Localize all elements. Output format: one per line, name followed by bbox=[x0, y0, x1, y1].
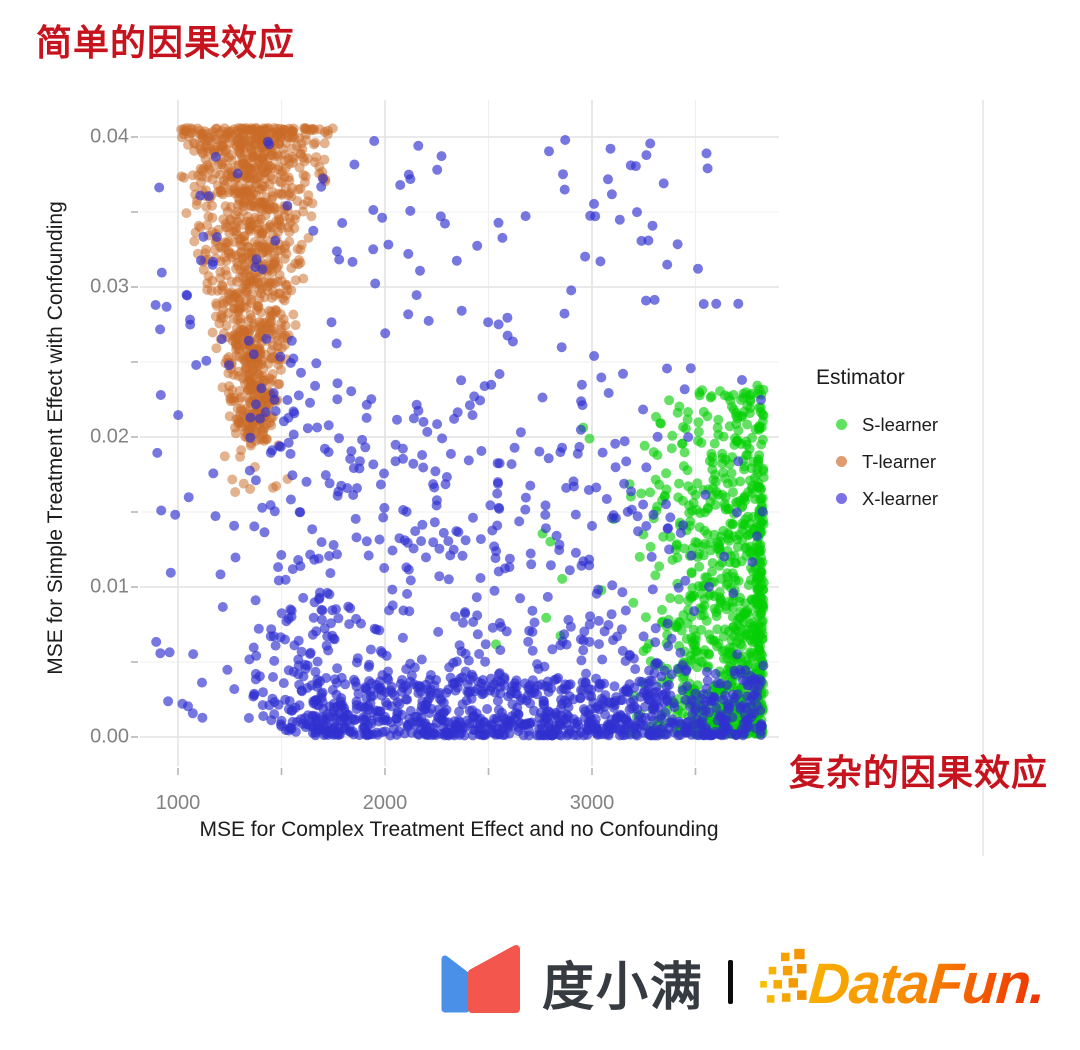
scatter-canvas bbox=[131, 100, 779, 775]
duxiaoman-logo-icon bbox=[441, 945, 520, 1013]
legend-title: Estimator bbox=[816, 366, 905, 389]
x-tick-label: 2000 bbox=[362, 792, 408, 814]
scatter-points bbox=[150, 123, 769, 741]
y-tick-label: 0.03 bbox=[90, 275, 129, 298]
duxiaoman-wordmark: 度小满 bbox=[542, 958, 705, 1017]
y-axis-title: MSE for Simple Treatment Effect with Con… bbox=[44, 201, 67, 675]
annotation-complex-effect: 复杂的因果效应 bbox=[789, 752, 1049, 793]
legend-label: S-learner bbox=[862, 413, 939, 435]
legend-item: S-learner bbox=[816, 406, 938, 443]
axis-ticks bbox=[131, 136, 697, 775]
legend-swatch-t-learner bbox=[836, 456, 847, 467]
slide-title: 简单的因果效应 bbox=[36, 22, 296, 63]
legend-item: T-learner bbox=[816, 443, 938, 480]
y-tick-label: 0.02 bbox=[90, 425, 129, 448]
legend-label: T-learner bbox=[862, 450, 937, 472]
x-tick-label: 1000 bbox=[155, 792, 201, 814]
scatter-chart: MSE for Simple Treatment Effect with Con… bbox=[44, 100, 938, 841]
x-axis-title: MSE for Complex Treatment Effect and no … bbox=[199, 818, 719, 841]
y-tick-label: 0.00 bbox=[90, 725, 129, 748]
datafun-wordmark: DataFun. bbox=[806, 952, 1048, 1016]
y-tick-label: 0.01 bbox=[90, 575, 129, 598]
datafun-pixels-icon bbox=[760, 948, 807, 1003]
datafun-logo: DataFun. bbox=[755, 947, 1048, 1017]
footer-logos: 度小满 DataFun. bbox=[428, 940, 1048, 1024]
divider-line bbox=[982, 100, 984, 856]
legend: Estimator S-learner T-learner X-learner bbox=[816, 366, 938, 517]
legend-label: X-learner bbox=[862, 487, 939, 509]
legend-swatch-s-learner bbox=[836, 419, 847, 430]
x-tick-label: 3000 bbox=[569, 792, 615, 814]
logo-separator bbox=[728, 960, 734, 1004]
legend-swatch-x-learner bbox=[836, 493, 847, 504]
y-tick-label: 0.04 bbox=[90, 125, 129, 148]
legend-item: X-learner bbox=[816, 480, 938, 517]
